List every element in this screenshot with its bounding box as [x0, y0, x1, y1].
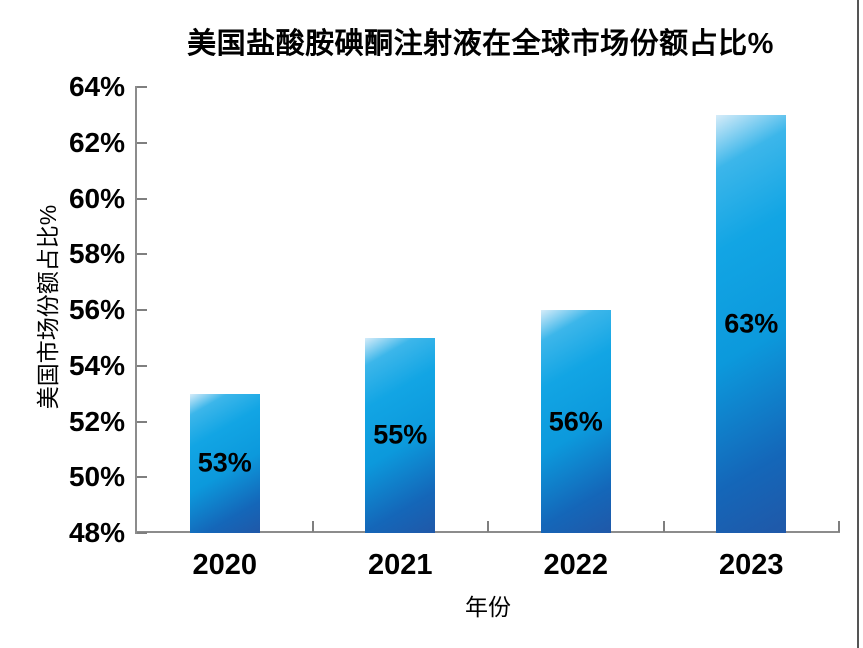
y-tick-mark: [137, 86, 147, 88]
y-axis-line: [135, 86, 137, 534]
y-tick-mark: [137, 364, 147, 367]
right-edge-border-line: [857, 0, 859, 648]
x-category-label: 2023: [718, 549, 784, 581]
y-axis-title: 美国市场份额占比%: [35, 204, 61, 410]
y-tick-label: 58%: [68, 238, 125, 270]
bar-2021: [365, 337, 436, 533]
x-tick-mark: [838, 521, 840, 532]
y-tick-label: 64%: [68, 71, 125, 102]
bar-2022: [540, 310, 611, 533]
x-tick-mark: [311, 521, 314, 532]
y-tick-label: 52%: [68, 405, 125, 437]
y-tick-label: 54%: [68, 349, 125, 381]
y-tick-label: 62%: [68, 126, 125, 158]
bar-value-label: 53%: [197, 447, 252, 478]
bar-value-label: 56%: [548, 406, 603, 436]
bar-2020: [189, 393, 260, 533]
x-category-label: 2021: [367, 549, 433, 581]
y-tick-mark: [137, 309, 147, 311]
x-axis-title: 年份: [465, 594, 511, 620]
bar-value-label: 63%: [724, 308, 779, 339]
y-tick-mark: [137, 532, 147, 534]
y-tick-label: 60%: [68, 182, 125, 214]
y-tick-label: 56%: [68, 294, 125, 325]
bar-value-label: 55%: [373, 419, 428, 450]
y-tick-mark: [137, 253, 147, 256]
x-tick-mark: [662, 521, 665, 532]
bar-2023: [716, 114, 787, 533]
chart-title: 美国盐酸胺碘酮注射液在全球市场份额占比%: [187, 28, 774, 60]
x-tick-mark: [487, 521, 489, 532]
x-category-label: 2022: [543, 549, 608, 581]
y-tick-label: 50%: [68, 461, 125, 493]
y-tick-mark: [137, 141, 147, 144]
y-tick-mark: [137, 197, 147, 200]
y-tick-mark: [137, 476, 147, 479]
x-axis-line: [135, 531, 840, 533]
y-tick-label: 48%: [68, 517, 125, 548]
x-category-label: 2020: [192, 549, 257, 581]
y-tick-mark: [137, 420, 147, 423]
